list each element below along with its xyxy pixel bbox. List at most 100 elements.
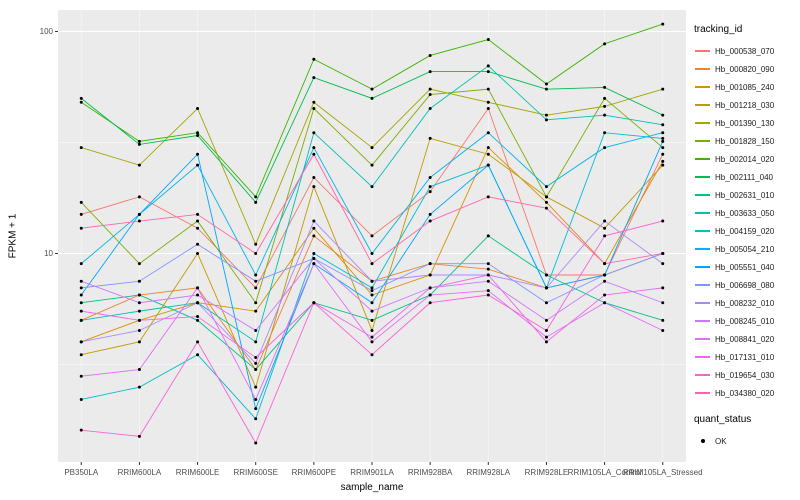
data-point	[312, 262, 316, 266]
series-color-swatch	[695, 104, 710, 106]
data-point	[603, 226, 607, 230]
x-tick-label: RRIM901LA	[350, 468, 394, 477]
legend-item: Hb_000538_070	[694, 42, 798, 60]
data-point	[370, 286, 374, 290]
data-point	[370, 146, 374, 150]
data-point	[370, 251, 374, 255]
data-point	[79, 96, 83, 100]
data-point	[486, 146, 490, 150]
data-point	[661, 146, 665, 150]
data-point	[486, 100, 490, 104]
legend-item-label: Hb_005551_040	[715, 262, 775, 272]
legend-key-line-icon	[694, 151, 711, 168]
data-point	[428, 301, 432, 305]
data-point	[137, 195, 141, 199]
data-point	[312, 106, 316, 110]
x-tick-label: PB350LA	[64, 468, 98, 477]
legend-key-line-icon	[694, 367, 711, 384]
data-point	[254, 328, 258, 332]
data-point	[486, 87, 490, 91]
point-marker-icon	[694, 433, 711, 450]
series-color-swatch	[695, 302, 710, 304]
x-tick-label: RRIM105LA_Stressed	[623, 468, 703, 477]
data-point	[254, 385, 258, 389]
data-point	[79, 226, 83, 230]
legend-key-line-icon	[694, 385, 711, 402]
data-point	[312, 76, 316, 80]
data-point	[137, 212, 141, 216]
data-point	[603, 279, 607, 283]
data-point	[370, 309, 374, 313]
legend-item-label: Hb_002014_020	[715, 154, 775, 164]
data-point	[254, 200, 258, 204]
data-point	[428, 175, 432, 179]
data-point	[603, 42, 607, 46]
data-point	[196, 152, 200, 156]
x-tick-label: RRIM600PE	[292, 468, 336, 477]
data-point	[486, 131, 490, 135]
data-point	[79, 146, 83, 150]
data-point	[79, 397, 83, 401]
data-point	[486, 106, 490, 110]
legend-item-label: Hb_002111_040	[715, 172, 773, 182]
legend-key-line-icon	[694, 43, 711, 60]
data-point	[661, 318, 665, 322]
data-point	[428, 53, 432, 57]
data-point	[603, 85, 607, 89]
data-point	[661, 136, 665, 140]
data-point	[312, 146, 316, 150]
legend-item: Hb_000820_090	[694, 60, 798, 78]
data-point	[79, 100, 83, 104]
data-point	[661, 22, 665, 26]
x-axis-title: sample_name	[340, 482, 404, 493]
series-color-swatch	[695, 338, 710, 340]
data-point	[254, 361, 258, 365]
data-point	[428, 190, 432, 194]
data-point	[486, 289, 490, 293]
data-point	[370, 289, 374, 293]
data-point	[254, 286, 258, 290]
data-point	[79, 279, 83, 283]
data-point	[312, 219, 316, 223]
data-point	[661, 328, 665, 332]
data-point	[486, 163, 490, 167]
series-color-swatch	[695, 230, 710, 232]
data-point	[370, 279, 374, 283]
legend-key-line-icon	[694, 115, 711, 132]
data-point	[254, 242, 258, 246]
data-point	[137, 293, 141, 297]
data-point	[486, 70, 490, 74]
data-point	[254, 417, 258, 421]
data-point	[661, 139, 665, 143]
data-point	[661, 152, 665, 156]
data-point	[661, 87, 665, 91]
data-point	[137, 142, 141, 146]
data-point	[254, 340, 258, 344]
data-point	[312, 175, 316, 179]
data-point	[79, 200, 83, 204]
legend-title-tracking-id: tracking_id	[694, 24, 743, 35]
y-tick-label: 10	[44, 249, 53, 258]
legend-item-label: Hb_005054_210	[715, 244, 775, 254]
data-point	[254, 441, 258, 445]
data-point	[544, 335, 548, 339]
series-color-swatch	[695, 122, 710, 124]
data-point	[137, 163, 141, 167]
series-color-swatch	[695, 194, 710, 196]
data-point	[137, 262, 141, 266]
data-point	[428, 93, 432, 97]
data-point	[79, 309, 83, 313]
data-point	[196, 163, 200, 167]
legend-key-line-icon	[694, 133, 711, 150]
data-point	[428, 219, 432, 223]
legend-item-label: Hb_017131_010	[715, 352, 775, 362]
data-point	[254, 355, 258, 359]
data-point	[544, 301, 548, 305]
data-point	[196, 219, 200, 223]
data-point	[370, 318, 374, 322]
data-point	[196, 134, 200, 138]
data-point	[196, 353, 200, 357]
data-point	[79, 212, 83, 216]
data-point	[370, 301, 374, 305]
